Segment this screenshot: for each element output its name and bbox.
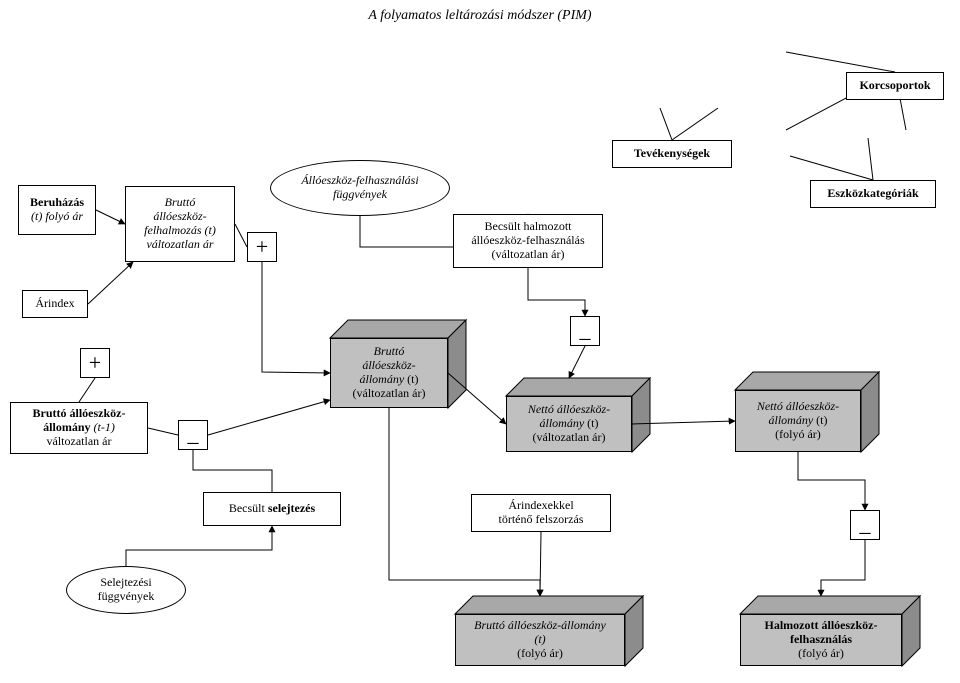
title-text: A folyamatos leltározási módszer (PIM) xyxy=(368,8,591,23)
node-brutto_cube: Bruttóállóeszköz-állomány (t)(változatla… xyxy=(330,338,448,408)
node-arindex: Árindex xyxy=(22,290,88,318)
node-selejt_box: Becsült selejtezés xyxy=(203,492,341,526)
node-brutto_felh: Bruttóállóeszköz-felhalmozás (t)változat… xyxy=(125,186,235,262)
node-minus1: _ xyxy=(178,420,208,450)
node-minus3: _ xyxy=(850,510,880,540)
node-plus1: + xyxy=(247,232,277,262)
node-korcsop: Korcsoportok xyxy=(846,72,944,100)
node-netto_cube2: Nettó állóeszköz-állomány (t)(folyó ár) xyxy=(735,390,861,452)
node-brutto_cube2: Bruttó állóeszköz-állomány(t)(folyó ár) xyxy=(455,614,625,666)
node-brutto_allom: Bruttó állóeszköz-állomány (t-1)változat… xyxy=(10,402,148,454)
node-fuggvenyek: Állóeszköz-felhasználásifüggvények xyxy=(270,160,450,216)
node-minus2: _ xyxy=(570,316,600,346)
node-netto_cube1: Nettó állóeszköz-állomány (t)(változatla… xyxy=(506,396,632,452)
node-selejt_ell: Selejtezésifüggvények xyxy=(66,566,186,614)
node-beruhazas: Beruházás(t) folyó ár xyxy=(18,185,96,235)
node-becsult_halm: Becsült halmozottállóeszköz-felhasználás… xyxy=(453,214,603,268)
node-arind_fel: Árindexekkeltörténő felszorzás xyxy=(471,494,611,532)
node-plus2: + xyxy=(80,348,110,378)
node-halm_cube: Halmozott állóeszköz-felhasználás(folyó … xyxy=(740,614,902,666)
diagram-stage: A folyamatos leltározási módszer (PIM) B… xyxy=(0,0,960,683)
diagram-title: A folyamatos leltározási módszer (PIM) xyxy=(0,8,960,24)
node-eszkkat: Eszközkategóriák xyxy=(810,180,936,208)
node-tevek: Tevékenységek xyxy=(612,140,732,168)
